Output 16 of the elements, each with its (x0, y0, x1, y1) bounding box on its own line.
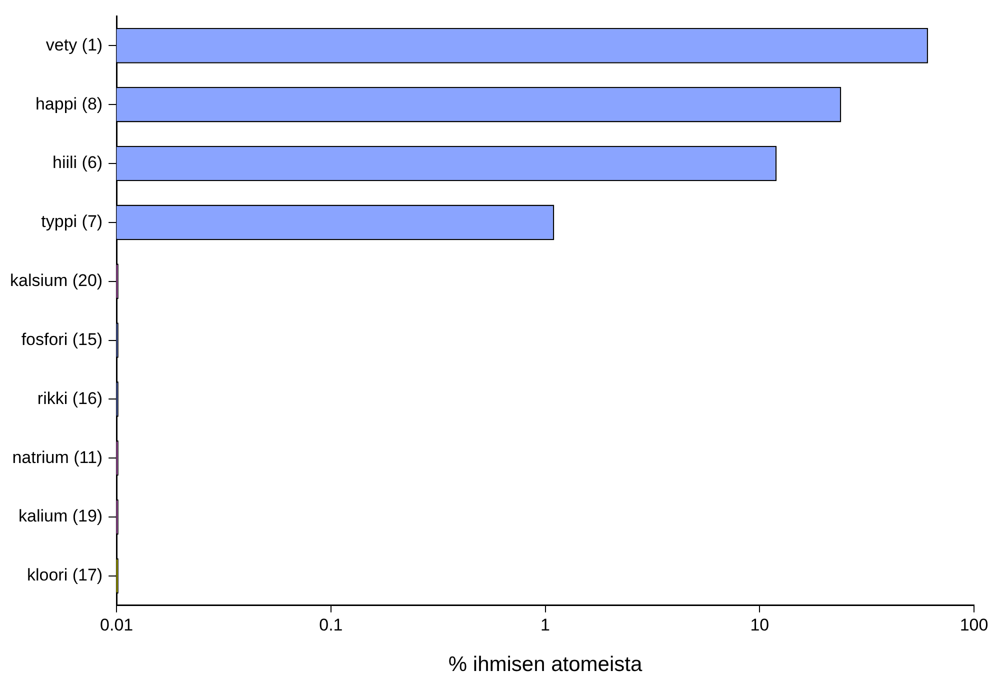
y-tick-label: hiili (6) (52, 153, 103, 172)
x-tick-label: 1 (540, 615, 550, 634)
y-tick-label: kalsium (20) (10, 271, 103, 290)
y-tick-label: vety (1) (46, 35, 103, 54)
x-tick-label: 100 (960, 615, 988, 634)
y-tick-label: fosfori (15) (21, 330, 103, 349)
y-tick-label: kloori (17) (26, 566, 103, 585)
x-tick-label: 0.01 (100, 615, 134, 634)
x-tick-label: 10 (750, 615, 770, 634)
y-tick-label: kalium (19) (18, 506, 103, 526)
x-axis-title: % ihmisen atomeista (448, 653, 642, 676)
y-tick-label: happi (8) (35, 94, 103, 114)
y-tick-label: typpi (7) (41, 212, 103, 232)
y-tick-label: natrium (11) (12, 448, 103, 467)
x-tick-label: 0.1 (319, 615, 343, 634)
y-tick-label: rikki (16) (37, 388, 103, 408)
